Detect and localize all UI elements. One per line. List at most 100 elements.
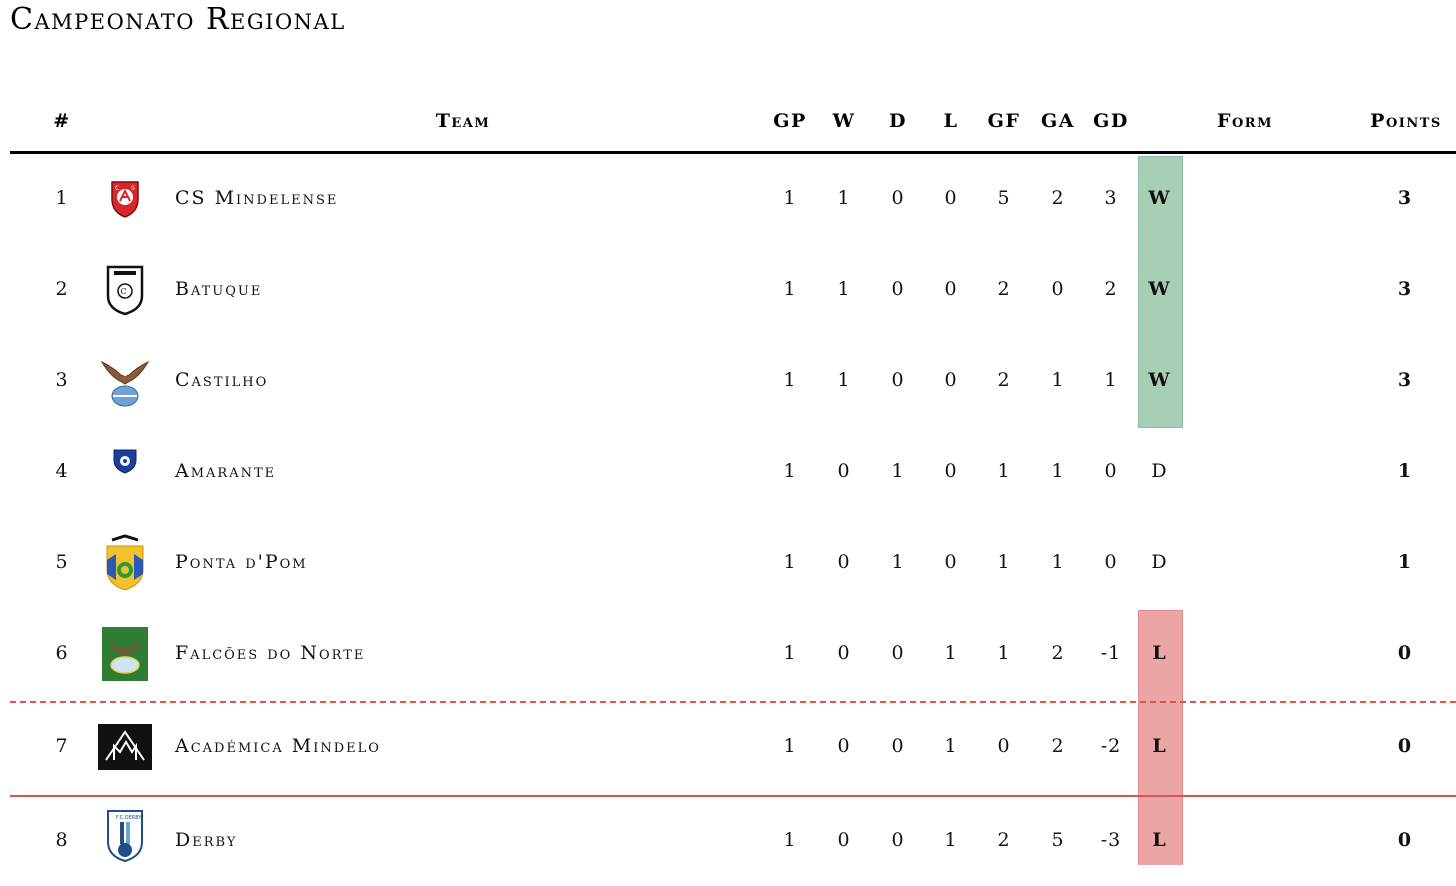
gd-cell: 3 bbox=[1104, 187, 1118, 209]
points-cell: 0 bbox=[1397, 829, 1413, 851]
header-d[interactable]: D bbox=[889, 110, 907, 132]
team-name[interactable]: Académica Mindelo bbox=[175, 735, 381, 757]
gd-cell: 0 bbox=[1104, 460, 1118, 482]
points-cell: 3 bbox=[1397, 278, 1413, 300]
ga-cell: 1 bbox=[1051, 460, 1065, 482]
rank-cell: 1 bbox=[55, 187, 69, 209]
gf-cell: 2 bbox=[997, 829, 1011, 851]
team-name[interactable]: Castilho bbox=[175, 369, 269, 391]
d-cell: 0 bbox=[891, 369, 905, 391]
d-cell: 0 bbox=[891, 735, 905, 757]
points-cell: 3 bbox=[1397, 369, 1413, 391]
l-cell: 1 bbox=[944, 735, 958, 757]
w-cell: 0 bbox=[837, 460, 851, 482]
ga-cell: 2 bbox=[1051, 187, 1065, 209]
l-cell: 1 bbox=[944, 642, 958, 664]
gf-cell: 0 bbox=[997, 735, 1011, 757]
rank-cell: 2 bbox=[55, 278, 69, 300]
form-cell: D bbox=[1151, 460, 1168, 482]
gd-cell: -1 bbox=[1100, 642, 1122, 664]
form-loss-band bbox=[1138, 610, 1183, 865]
l-cell: 0 bbox=[944, 187, 958, 209]
gf-cell: 1 bbox=[997, 551, 1011, 573]
ga-cell: 1 bbox=[1051, 551, 1065, 573]
l-cell: 0 bbox=[944, 551, 958, 573]
gd-cell: 0 bbox=[1104, 551, 1118, 573]
gf-cell: 1 bbox=[997, 642, 1011, 664]
derby-crest-icon: F.C.DERBY bbox=[96, 807, 154, 863]
team-name[interactable]: Falcões do Norte bbox=[175, 642, 366, 664]
w-cell: 0 bbox=[837, 551, 851, 573]
gp-cell: 1 bbox=[783, 829, 797, 851]
gd-cell: 1 bbox=[1104, 369, 1118, 391]
table-row[interactable]: 5 Ponta d'Pom 1 0 1 0 1 1 0 D 1 bbox=[0, 517, 1456, 608]
table-row[interactable]: 6 Falcões do Norte 1 0 0 1 1 2 -1 L 0 bbox=[0, 608, 1456, 699]
header-ga[interactable]: GA bbox=[1041, 110, 1075, 132]
header-gp[interactable]: GP bbox=[773, 110, 807, 132]
header-gd[interactable]: GD bbox=[1093, 110, 1129, 132]
page-title: Campeonato Regional bbox=[10, 2, 346, 37]
form-win-band bbox=[1138, 156, 1183, 428]
d-cell: 0 bbox=[891, 278, 905, 300]
header-w[interactable]: W bbox=[832, 110, 856, 132]
l-cell: 0 bbox=[944, 369, 958, 391]
points-cell: 1 bbox=[1397, 460, 1413, 482]
cs-mindelense-crest-icon: C S bbox=[96, 171, 154, 227]
rank-cell: 5 bbox=[55, 551, 69, 573]
team-name[interactable]: Amarante bbox=[175, 460, 277, 482]
team-name[interactable]: Batuque bbox=[175, 278, 263, 300]
form-cell: W bbox=[1148, 187, 1171, 209]
d-cell: 0 bbox=[891, 187, 905, 209]
header-gf[interactable]: GF bbox=[987, 110, 1021, 132]
gf-cell: 2 bbox=[997, 369, 1011, 391]
amarante-crest-icon bbox=[96, 448, 154, 504]
header-form[interactable]: Form bbox=[1216, 110, 1273, 132]
table-row[interactable]: 4 Amarante 1 0 1 0 1 1 0 D 1 bbox=[0, 426, 1456, 517]
gf-cell: 1 bbox=[997, 460, 1011, 482]
table-row[interactable]: 1 C S CS Mindelense 1 1 0 0 5 2 3 W 3 bbox=[0, 153, 1456, 244]
gp-cell: 1 bbox=[783, 460, 797, 482]
w-cell: 1 bbox=[837, 278, 851, 300]
w-cell: 0 bbox=[837, 829, 851, 851]
w-cell: 1 bbox=[837, 187, 851, 209]
svg-text:C: C bbox=[121, 287, 127, 296]
team-name[interactable]: CS Mindelense bbox=[175, 187, 339, 209]
rank-cell: 7 bbox=[55, 735, 69, 757]
falcoes-do-norte-crest-icon bbox=[96, 626, 154, 682]
gf-cell: 2 bbox=[997, 278, 1011, 300]
gd-cell: -2 bbox=[1100, 735, 1122, 757]
rank-cell: 8 bbox=[55, 829, 69, 851]
team-name[interactable]: Ponta d'Pom bbox=[175, 551, 308, 573]
rank-cell: 6 bbox=[55, 642, 69, 664]
header-rank[interactable]: # bbox=[53, 110, 71, 132]
header-team[interactable]: Team bbox=[435, 110, 491, 132]
form-cell: W bbox=[1148, 369, 1171, 391]
svg-text:S: S bbox=[131, 185, 135, 192]
form-cell: W bbox=[1148, 278, 1171, 300]
form-cell: L bbox=[1152, 735, 1167, 757]
form-cell: L bbox=[1152, 642, 1167, 664]
ga-cell: 0 bbox=[1051, 278, 1065, 300]
gp-cell: 1 bbox=[783, 187, 797, 209]
table-row[interactable]: 7 Académica Mindelo 1 0 0 1 0 2 -2 L 0 bbox=[0, 701, 1456, 792]
gd-cell: 2 bbox=[1104, 278, 1118, 300]
gp-cell: 1 bbox=[783, 551, 797, 573]
table-row[interactable]: 8 F.C.DERBY Derby 1 0 0 1 2 5 -3 L 0 bbox=[0, 795, 1456, 864]
table-row[interactable]: 3 Castilho 1 1 0 0 2 1 1 W 3 bbox=[0, 335, 1456, 426]
table-header: # Team GP W D L GF GA GD Form Points bbox=[0, 104, 1456, 138]
rank-cell: 4 bbox=[55, 460, 69, 482]
table-row[interactable]: 2 C Batuque 1 1 0 0 2 0 2 W 3 bbox=[0, 244, 1456, 335]
ponta-dpom-crest-icon bbox=[96, 534, 154, 591]
d-cell: 1 bbox=[891, 460, 905, 482]
l-cell: 1 bbox=[944, 829, 958, 851]
gp-cell: 1 bbox=[783, 369, 797, 391]
team-name[interactable]: Derby bbox=[175, 829, 238, 851]
gp-cell: 1 bbox=[783, 735, 797, 757]
gf-cell: 5 bbox=[997, 187, 1011, 209]
form-cell: L bbox=[1152, 829, 1167, 851]
relegation-playoff-line bbox=[10, 701, 1456, 703]
header-l[interactable]: L bbox=[943, 110, 959, 132]
points-cell: 1 bbox=[1397, 551, 1413, 573]
header-points[interactable]: Points bbox=[1370, 110, 1442, 132]
batuque-crest-icon: C bbox=[96, 262, 154, 318]
